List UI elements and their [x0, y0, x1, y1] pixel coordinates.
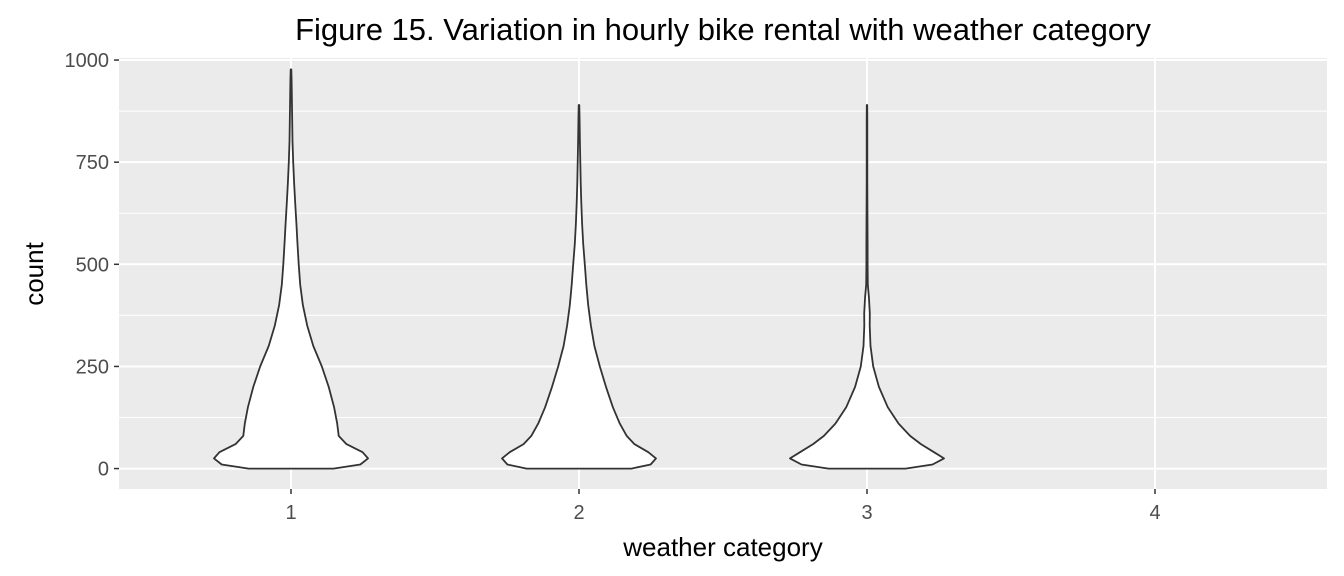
x-axis-title: weather category [622, 532, 822, 562]
y-tick-label: 1000 [65, 50, 110, 72]
y-tick-label: 750 [76, 152, 109, 174]
y-axis-title: count [19, 241, 49, 305]
y-tick-label: 500 [76, 254, 109, 276]
y-tick-label: 0 [98, 459, 109, 481]
violin-2 [501, 104, 657, 470]
violin-1 [213, 68, 369, 470]
x-tick-label: 4 [1149, 502, 1160, 524]
x-tick-label: 1 [285, 502, 296, 524]
x-axis: 1 2 3 4 [285, 489, 1161, 524]
x-tick-label: 3 [861, 502, 872, 524]
y-axis: 0 250 500 750 1000 [65, 50, 119, 481]
chart-title: Figure 15. Variation in hourly bike rent… [295, 12, 1151, 47]
x-tick-label: 2 [573, 502, 584, 524]
violin-3 [789, 104, 945, 470]
violins [213, 68, 945, 470]
y-tick-label: 250 [76, 356, 109, 378]
